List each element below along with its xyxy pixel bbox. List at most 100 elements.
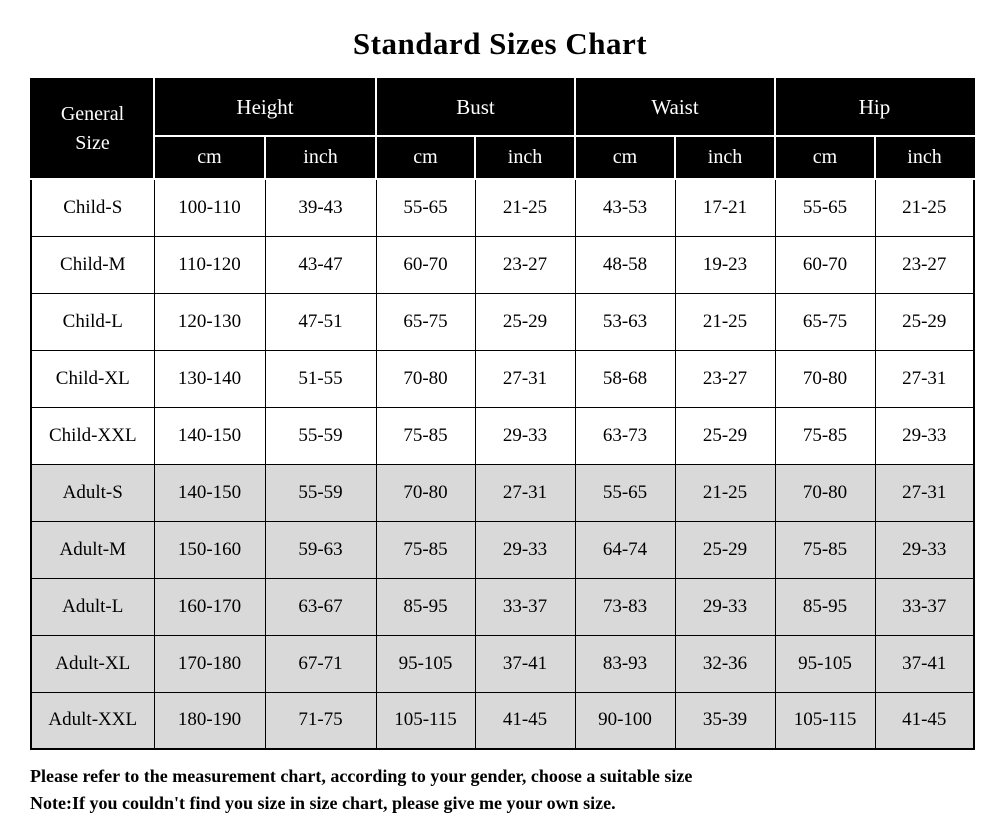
header-height-inch: inch xyxy=(264,135,377,180)
value-cell: 55-59 xyxy=(264,463,377,522)
value-cell: 27-31 xyxy=(874,349,975,408)
value-cell: 85-95 xyxy=(375,577,476,636)
header-bust-inch: inch xyxy=(473,135,577,180)
note-line-2: Note:If you couldn't find you size in si… xyxy=(30,793,616,813)
value-cell: 65-75 xyxy=(774,292,876,351)
value-cell: 71-75 xyxy=(264,691,377,750)
value-cell: 35-39 xyxy=(674,691,776,750)
group-header-row: General Size Height Bust Waist Hip xyxy=(30,78,976,180)
value-cell: 73-83 xyxy=(574,577,676,636)
value-cell: 70-80 xyxy=(774,463,876,522)
value-cell: 17-21 xyxy=(674,178,776,237)
value-cell: 43-47 xyxy=(264,235,377,294)
header-hip-inch: inch xyxy=(874,135,976,180)
value-cell: 140-150 xyxy=(153,406,266,465)
value-cell: 55-65 xyxy=(375,178,476,237)
value-cell: 63-73 xyxy=(574,406,676,465)
value-cell: 25-29 xyxy=(674,520,776,579)
value-cell: 29-33 xyxy=(874,406,975,465)
value-cell: 67-71 xyxy=(264,634,377,693)
header-waist-inch: inch xyxy=(674,135,777,180)
size-cell: Adult-M xyxy=(30,520,155,579)
size-cell: Adult-XXL xyxy=(30,691,155,750)
value-cell: 75-85 xyxy=(375,520,476,579)
value-cell: 59-63 xyxy=(264,520,377,579)
value-cell: 90-100 xyxy=(574,691,676,750)
table-row: Child-M 110-120 43-47 60-70 23-27 48-58 19-23 6… xyxy=(30,235,975,294)
value-cell: 29-33 xyxy=(474,520,576,579)
value-cell: 70-80 xyxy=(375,463,476,522)
header-bust: Bust xyxy=(374,78,577,137)
table-row: Child-S 100-110 39-43 55-65 21-25 43-53 17-21 5… xyxy=(30,178,975,237)
value-cell: 23-27 xyxy=(874,235,975,294)
value-cell: 55-65 xyxy=(774,178,876,237)
table-row: Child-XXL 140-150 55-59 75-85 29-33 63-73 25-2… xyxy=(30,406,975,465)
value-cell: 60-70 xyxy=(774,235,876,294)
table-row: Adult-S 140-150 55-59 70-80 27-31 55-65 21-25 7… xyxy=(30,463,975,522)
header-general-size: General Size xyxy=(30,78,155,180)
size-cell: Adult-S xyxy=(30,463,155,522)
header-hip: Hip xyxy=(774,78,976,137)
table-row: Adult-L 160-170 63-67 85-95 33-37 73-83 29-33 8… xyxy=(30,577,975,636)
value-cell: 55-65 xyxy=(574,463,676,522)
value-cell: 47-51 xyxy=(264,292,377,351)
value-cell: 120-130 xyxy=(153,292,266,351)
value-cell: 58-68 xyxy=(574,349,676,408)
value-cell: 27-31 xyxy=(474,463,576,522)
value-cell: 48-58 xyxy=(574,235,676,294)
value-cell: 105-115 xyxy=(774,691,876,750)
value-cell: 55-59 xyxy=(264,406,377,465)
size-cell: Child-S xyxy=(30,178,155,237)
size-cell: Child-M xyxy=(30,235,155,294)
value-cell: 33-37 xyxy=(874,577,975,636)
page-title: Standard Sizes Chart xyxy=(352,26,648,61)
value-cell: 21-25 xyxy=(674,463,776,522)
value-cell: 39-43 xyxy=(264,178,377,237)
value-cell: 29-33 xyxy=(874,520,975,579)
value-cell: 60-70 xyxy=(375,235,476,294)
table-row: Adult-M 150-160 59-63 75-85 29-33 64-74 25-29 7… xyxy=(30,520,975,579)
value-cell: 64-74 xyxy=(574,520,676,579)
header-height-cm: cm xyxy=(153,135,266,180)
value-cell: 170-180 xyxy=(153,634,266,693)
value-cell: 110-120 xyxy=(153,235,266,294)
value-cell: 25-29 xyxy=(874,292,975,351)
table-header: General Size Height Bust Waist Hip cm in… xyxy=(30,78,976,180)
value-cell: 105-115 xyxy=(375,691,476,750)
value-cell: 95-105 xyxy=(774,634,876,693)
size-cell: Adult-XL xyxy=(30,634,155,693)
value-cell: 75-85 xyxy=(375,406,476,465)
value-cell: 85-95 xyxy=(774,577,876,636)
value-cell: 51-55 xyxy=(264,349,377,408)
value-cell: 83-93 xyxy=(574,634,676,693)
value-cell: 150-160 xyxy=(153,520,266,579)
value-cell: 140-150 xyxy=(153,463,266,522)
value-cell: 70-80 xyxy=(774,349,876,408)
value-cell: 180-190 xyxy=(153,691,266,750)
header-hip-cm: cm xyxy=(774,135,877,180)
value-cell: 53-63 xyxy=(574,292,676,351)
footer-notes: Please refer to the measurement chart, a… xyxy=(30,763,1000,817)
table-row: Child-L 120-130 47-51 65-75 25-29 53-63 21-25 6… xyxy=(30,292,975,351)
unit-header-row: cm inch cm inch cm inch cm inch xyxy=(31,135,976,180)
value-cell: 23-27 xyxy=(474,235,576,294)
size-cell: Child-L xyxy=(30,292,155,351)
value-cell: 37-41 xyxy=(874,634,975,693)
header-waist-cm: cm xyxy=(574,135,677,180)
table-row: Adult-XL 170-180 67-71 95-105 37-41 83-93 32-3… xyxy=(30,634,975,693)
value-cell: 41-45 xyxy=(874,691,975,750)
value-cell: 70-80 xyxy=(375,349,476,408)
value-cell: 27-31 xyxy=(474,349,576,408)
value-cell: 27-31 xyxy=(874,463,975,522)
value-cell: 65-75 xyxy=(375,292,476,351)
table-row: Child-XL 130-140 51-55 70-80 27-31 58-68 23-27… xyxy=(30,349,975,408)
value-cell: 37-41 xyxy=(474,634,576,693)
note-line-1: Please refer to the measurement chart, a… xyxy=(30,766,693,786)
value-cell: 21-25 xyxy=(874,178,975,237)
header-waist: Waist xyxy=(574,78,777,137)
size-cell: Child-XL xyxy=(30,349,155,408)
value-cell: 29-33 xyxy=(474,406,576,465)
value-cell: 95-105 xyxy=(375,634,476,693)
header-bust-cm: cm xyxy=(375,135,476,180)
